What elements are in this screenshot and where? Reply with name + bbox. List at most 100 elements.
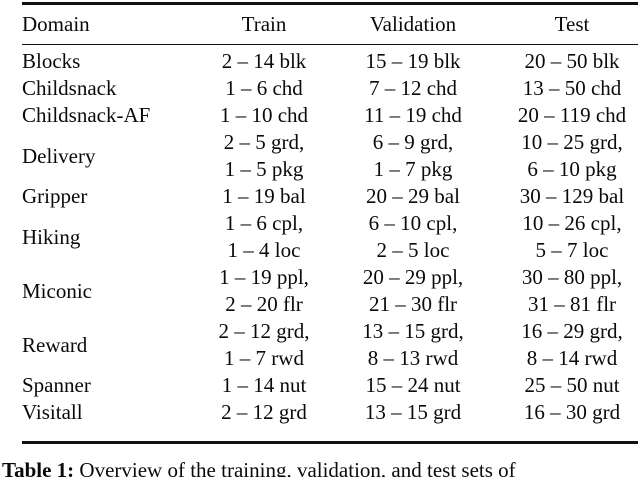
range-line: 10 – 25 grd, — [521, 130, 623, 154]
test-cell: 20 – 119 chd — [484, 102, 638, 129]
test-cell: 30 – 80 ppl, 31 – 81 flr — [484, 264, 638, 318]
range-line: 2 – 12 grd, — [218, 319, 310, 343]
range-line: 5 – 7 loc — [535, 238, 609, 262]
range-line: 13 – 15 grd, — [362, 319, 464, 343]
range-line: 13 – 50 chd — [522, 76, 622, 100]
validation-cell: 7 – 12 chd — [342, 75, 484, 102]
domain-cell: Childsnack-AF — [22, 103, 151, 127]
validation-cell: 13 – 15 grd — [342, 399, 484, 426]
table-row: Childsnack-AF 1 – 10 chd 11 – 19 chd 20 – 1… — [22, 102, 638, 129]
table-caption-label: Table 1: — [2, 458, 75, 477]
table-top-rule — [22, 2, 638, 5]
test-cell: 16 – 30 grd — [484, 399, 638, 426]
table-caption-text: Overview of the training, validation, an… — [79, 458, 516, 477]
table-row: Reward 2 – 12 grd, 1 – 7 rwd 13 – 15 grd, 8 … — [22, 318, 638, 372]
domain-cell: Hiking — [22, 224, 81, 249]
range-line: 1 – 6 chd — [225, 76, 303, 100]
range-line: 2 – 14 blk — [221, 49, 307, 73]
range-line: 20 – 50 blk — [524, 49, 620, 73]
table-mid-rule — [22, 43, 638, 45]
train-cell: 1 – 6 cpl, 1 – 4 loc — [186, 210, 342, 264]
validation-cell: 15 – 24 nut — [342, 372, 484, 399]
table-caption: Table 1: Overview of the training, valid… — [2, 457, 640, 477]
range-line: 16 – 30 grd — [523, 400, 621, 424]
range-line: 15 – 19 blk — [365, 49, 461, 73]
header-domain: Domain — [22, 11, 90, 36]
domain-cell: Childsnack — [22, 76, 117, 100]
domain-cell: Reward — [22, 332, 88, 357]
train-cell: 2 – 5 grd, 1 – 5 pkg — [186, 129, 342, 183]
domain-cell: Delivery — [22, 143, 96, 168]
table-body: Blocks 2 – 14 blk 15 – 19 blk 20 – 50 blk Ch… — [22, 45, 638, 441]
range-line: 2 – 5 loc — [376, 238, 450, 262]
table-row: Spanner 1 – 14 nut 15 – 24 nut 25 – 50 nut — [22, 372, 638, 399]
range-line: 1 – 5 pkg — [224, 157, 304, 181]
domain-cell: Gripper — [22, 184, 88, 208]
domain-overview-table: Domain Train Validation Test Blocks 2 – 1… — [22, 2, 638, 444]
validation-cell: 20 – 29 bal — [342, 183, 484, 210]
range-line: 20 – 119 chd — [517, 103, 627, 127]
range-line: 6 – 10 pkg — [527, 157, 617, 181]
range-line: 2 – 12 grd — [221, 400, 307, 424]
validation-cell: 13 – 15 grd, 8 – 13 rwd — [342, 318, 484, 372]
range-line: 1 – 14 nut — [221, 373, 307, 397]
validation-cell: 6 – 9 grd, 1 – 7 pkg — [342, 129, 484, 183]
table-row: Hiking 1 – 6 cpl, 1 – 4 loc 6 – 10 cpl, 2 – … — [22, 210, 638, 264]
range-line: 8 – 13 rwd — [367, 346, 459, 370]
range-line: 8 – 14 rwd — [526, 346, 618, 370]
test-cell: 25 – 50 nut — [484, 372, 638, 399]
validation-cell: 20 – 29 ppl, 21 – 30 flr — [342, 264, 484, 318]
range-line: 6 – 10 cpl, — [368, 211, 458, 235]
train-cell: 1 – 19 bal — [186, 183, 342, 210]
range-line: 2 – 5 grd, — [223, 130, 305, 154]
range-line: 7 – 12 chd — [368, 76, 458, 100]
range-line: 30 – 80 ppl, — [521, 265, 623, 289]
range-line: 21 – 30 flr — [368, 292, 458, 316]
header-test: Test — [554, 11, 590, 36]
validation-cell: 11 – 19 chd — [342, 102, 484, 129]
train-cell: 1 – 10 chd — [186, 102, 342, 129]
table-row: Miconic 1 – 19 ppl, 2 – 20 flr 20 – 29 ppl,… — [22, 264, 638, 318]
range-line: 16 – 29 grd, — [521, 319, 623, 343]
train-cell: 1 – 6 chd — [186, 75, 342, 102]
table-row: Blocks 2 – 14 blk 15 – 19 blk 20 – 50 blk — [22, 48, 638, 75]
header-train: Train — [241, 11, 287, 36]
range-line: 1 – 7 rwd — [224, 346, 304, 370]
table-row: Delivery 2 – 5 grd, 1 – 5 pkg 6 – 9 grd, 1 –… — [22, 129, 638, 183]
range-line: 1 – 4 loc — [227, 238, 301, 262]
domain-cell: Visitall — [22, 400, 83, 424]
test-cell: 30 – 129 bal — [484, 183, 638, 210]
range-line: 13 – 15 grd — [364, 400, 462, 424]
train-cell: 2 – 12 grd, 1 – 7 rwd — [186, 318, 342, 372]
range-line: 1 – 19 ppl, — [219, 265, 309, 289]
range-line: 11 – 19 chd — [364, 103, 462, 127]
test-cell: 10 – 25 grd, 6 – 10 pkg — [484, 129, 638, 183]
test-cell: 20 – 50 blk — [484, 48, 638, 75]
range-line: 20 – 29 bal — [366, 184, 460, 208]
train-cell: 2 – 14 blk — [186, 48, 342, 75]
table-bottom-rule — [22, 441, 638, 444]
test-cell: 16 – 29 grd, 8 – 14 rwd — [484, 318, 638, 372]
range-line: 15 – 24 nut — [365, 373, 461, 397]
range-line: 1 – 6 cpl, — [224, 211, 304, 235]
domain-cell: Miconic — [22, 278, 92, 303]
domain-cell: Spanner — [22, 373, 91, 397]
range-line: 1 – 7 pkg — [373, 157, 453, 181]
domain-cell: Blocks — [22, 49, 81, 73]
table-row: Visitall 2 – 12 grd 13 – 15 grd 16 – 30 grd — [22, 399, 638, 426]
range-line: 10 – 26 cpl, — [522, 211, 622, 235]
range-line: 25 – 50 nut — [524, 373, 620, 397]
range-line: 20 – 29 ppl, — [362, 265, 464, 289]
range-line: 30 – 129 bal — [519, 184, 625, 208]
table-row: Gripper 1 – 19 bal 20 – 29 bal 30 – 129 bal — [22, 183, 638, 210]
range-line: 1 – 19 bal — [222, 184, 306, 208]
train-cell: 2 – 12 grd — [186, 399, 342, 426]
table-row: Childsnack 1 – 6 chd 7 – 12 chd 13 – 50 chd — [22, 75, 638, 102]
train-cell: 1 – 14 nut — [186, 372, 342, 399]
test-cell: 10 – 26 cpl, 5 – 7 loc — [484, 210, 638, 264]
validation-cell: 15 – 19 blk — [342, 48, 484, 75]
test-cell: 13 – 50 chd — [484, 75, 638, 102]
header-validation: Validation — [369, 11, 457, 36]
range-line: 2 – 20 flr — [225, 292, 303, 316]
table-header-row: Domain Train Validation Test — [22, 5, 638, 44]
